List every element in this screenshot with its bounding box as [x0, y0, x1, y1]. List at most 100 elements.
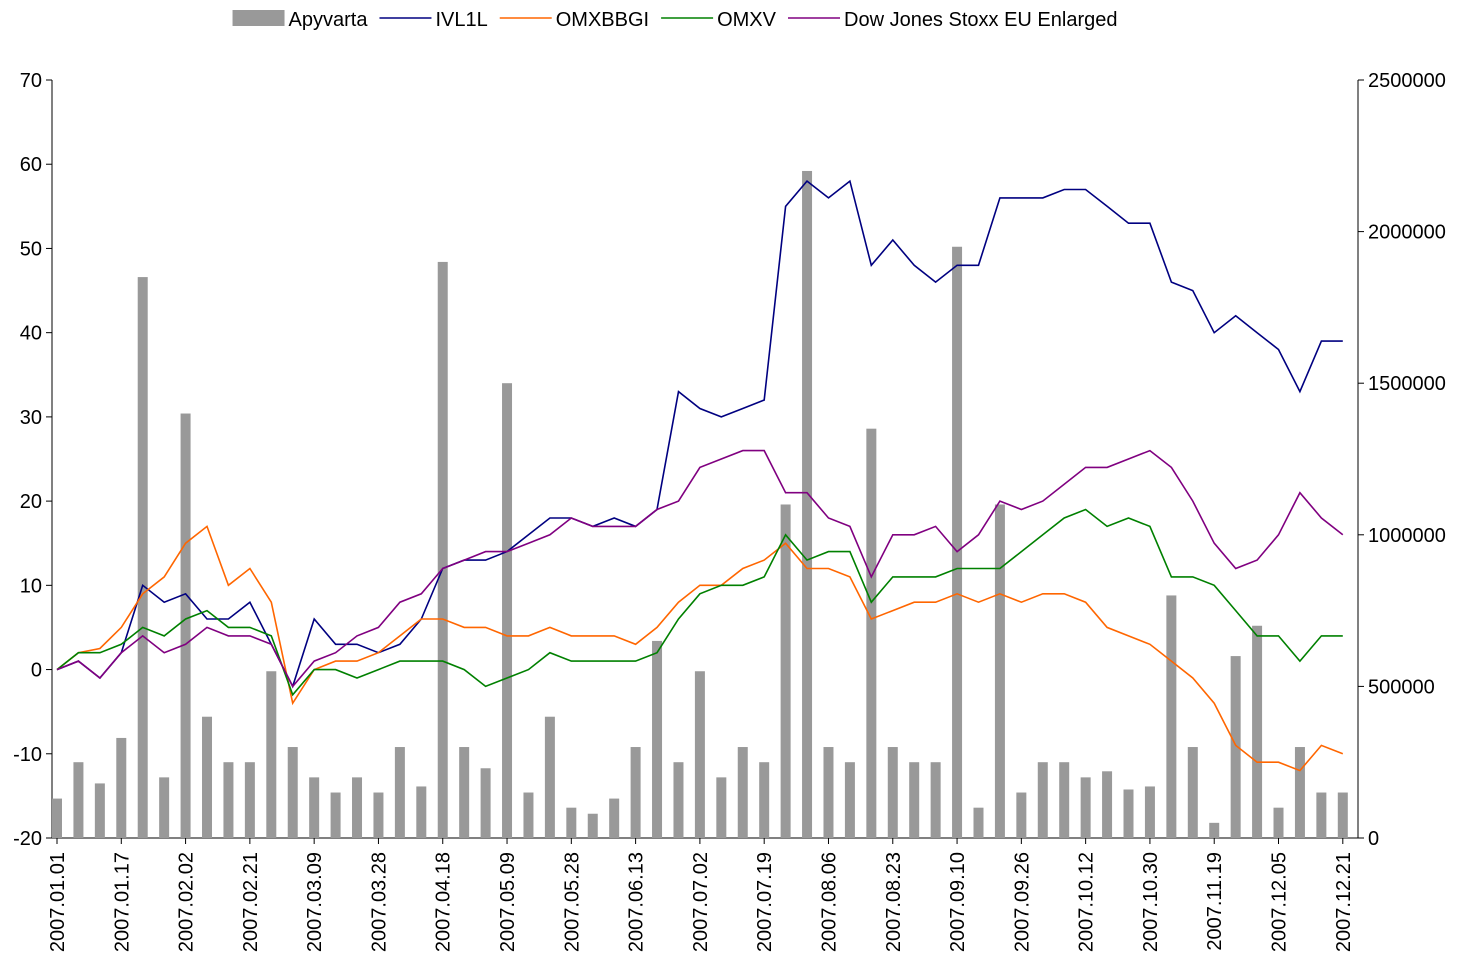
bar	[416, 786, 427, 838]
bar	[459, 747, 470, 838]
line	[56, 449, 1344, 688]
bar	[823, 747, 834, 838]
bar	[502, 383, 513, 838]
x-tick-label: 2007.05.28	[561, 852, 583, 952]
bar	[223, 762, 234, 838]
bar	[394, 747, 405, 838]
bar	[1166, 595, 1177, 838]
bar	[844, 762, 855, 838]
legend-label: OMXV	[717, 9, 777, 31]
y-tick-label: 40	[20, 323, 42, 345]
bar	[609, 798, 620, 838]
y-tick-label: 10	[20, 575, 42, 597]
bar	[1102, 771, 1113, 838]
bar	[1273, 807, 1284, 838]
bar	[1316, 792, 1327, 838]
bar	[1123, 789, 1134, 838]
y-tick-label: 0	[31, 660, 42, 682]
line	[56, 525, 1344, 772]
legend-label: Dow Jones Stoxx EU Enlarged	[844, 9, 1117, 31]
bar	[287, 747, 298, 838]
bar	[802, 170, 813, 838]
bar	[544, 716, 555, 838]
legend-marker	[232, 10, 285, 26]
line	[56, 508, 1343, 697]
x-tick-label: 2007.04.18	[433, 852, 455, 952]
bar	[137, 277, 148, 839]
x-tick-label: 2007.10.12	[1076, 852, 1098, 952]
bar	[1037, 762, 1048, 838]
bar	[1080, 777, 1091, 838]
y-tick-label: 30	[20, 407, 42, 429]
x-tick-label: 2007.08.23	[883, 852, 905, 952]
legend-label: IVL1L	[435, 9, 487, 31]
y2-tick-label: 1000000	[1368, 525, 1446, 547]
bar	[1230, 656, 1241, 838]
x-tick-label: 2007.06.13	[626, 852, 648, 952]
x-tick-label: 2007.03.28	[368, 852, 390, 952]
bar	[523, 792, 534, 838]
x-tick-label: 2007.10.30	[1140, 852, 1162, 952]
bar	[159, 777, 170, 838]
x-tick-label: 2007.01.01	[47, 852, 69, 952]
bar	[866, 428, 877, 838]
bar	[116, 737, 127, 838]
bar	[652, 640, 663, 838]
x-tick-label: 2007.12.05	[1269, 852, 1291, 952]
line	[56, 179, 1343, 689]
bar	[716, 777, 727, 838]
bar	[694, 671, 705, 838]
bar	[309, 777, 320, 838]
bar	[1187, 747, 1198, 838]
y-tick-label: 50	[20, 238, 42, 260]
bar	[952, 246, 963, 838]
x-tick-label: 2007.01.17	[111, 852, 133, 952]
bar	[1209, 822, 1220, 838]
x-tick-label: 2007.09.10	[947, 852, 969, 952]
y2-tick-label: 500000	[1368, 676, 1435, 698]
y-tick-label: 70	[20, 70, 42, 92]
bar	[373, 792, 384, 838]
bar	[180, 413, 191, 838]
x-tick-label: 2007.03.09	[304, 852, 326, 952]
bar	[994, 504, 1005, 838]
bar	[930, 762, 941, 838]
bar	[244, 762, 255, 838]
y2-tick-label: 0	[1368, 828, 1379, 850]
x-tick-label: 2007.02.02	[176, 852, 198, 952]
y-tick-label: -10	[13, 744, 42, 766]
bar	[1252, 625, 1263, 838]
x-tick-label: 2007.05.09	[497, 852, 519, 952]
x-tick-label: 2007.11.19	[1204, 852, 1226, 951]
bar	[73, 762, 84, 838]
y-tick-label: 20	[20, 491, 42, 513]
x-tick-label: 2007.07.02	[690, 852, 712, 952]
bar	[1337, 792, 1348, 838]
bar	[202, 716, 213, 838]
bar	[737, 747, 748, 838]
bar	[1059, 762, 1070, 838]
bar	[52, 798, 62, 838]
bar	[1144, 786, 1155, 838]
bar	[630, 747, 641, 838]
bar	[266, 671, 277, 838]
y-tick-label: 60	[20, 154, 42, 176]
x-tick-label: 2007.08.06	[818, 852, 840, 952]
bar	[94, 783, 105, 838]
x-tick-label: 2007.09.26	[1011, 852, 1033, 952]
bar	[909, 762, 920, 838]
bar	[352, 777, 363, 838]
x-tick-label: 2007.12.21	[1333, 852, 1355, 952]
bar	[437, 261, 448, 838]
bar	[973, 807, 984, 838]
bar	[587, 813, 598, 838]
x-tick-label: 2007.02.21	[240, 852, 262, 952]
bar	[1294, 747, 1305, 838]
y2-tick-label: 2000000	[1368, 222, 1446, 244]
bar	[566, 807, 577, 838]
y2-tick-label: 2500000	[1368, 70, 1446, 92]
y2-tick-label: 1500000	[1368, 373, 1446, 395]
bar	[759, 762, 770, 838]
bar	[887, 747, 898, 838]
